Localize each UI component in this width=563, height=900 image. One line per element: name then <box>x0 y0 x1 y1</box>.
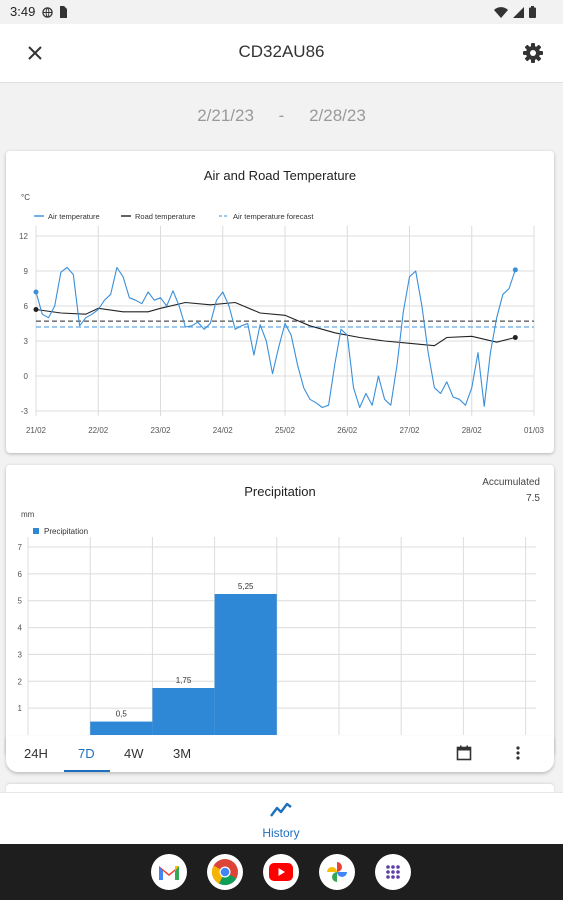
active-tab-indicator <box>64 770 110 772</box>
temp-y-tick-label: 0 <box>24 372 29 381</box>
accumulated-block: Accumulated 7.5 <box>482 475 540 507</box>
temp-y-tick-label: -3 <box>21 407 29 416</box>
chrome-icon <box>211 859 238 886</box>
precipitation-bar-label: 5,25 <box>238 582 254 591</box>
temp-x-tick-label: 28/02 <box>462 426 483 435</box>
prec-legend-label: Precipitation <box>44 527 88 536</box>
prec-legend-swatch <box>33 528 39 534</box>
youtube-icon <box>269 863 293 881</box>
app-drawer[interactable] <box>375 854 411 890</box>
precipitation-chart-title: Precipitation <box>244 484 316 499</box>
accumulated-label: Accumulated <box>482 477 540 488</box>
road-temperature-end-point <box>512 335 518 340</box>
prec-y-tick-label: 2 <box>18 677 23 686</box>
more-options-button[interactable] <box>514 745 522 766</box>
temp-y-tick-label: 12 <box>19 232 28 241</box>
prec-y-tick-label: 4 <box>18 624 23 633</box>
youtube-app[interactable] <box>263 854 299 890</box>
temp-x-tick-label: 22/02 <box>88 426 109 435</box>
app-drawer-icon <box>386 865 400 879</box>
nav-history[interactable]: History <box>255 799 307 840</box>
sim-icon <box>58 5 69 18</box>
precipitation-bar <box>152 688 215 735</box>
prec-y-tick-label: 3 <box>18 650 23 659</box>
precipitation-unit: mm <box>21 510 35 519</box>
precipitation-bar <box>90 721 153 735</box>
page-title: CD32AU86 <box>238 42 325 61</box>
temperature-legend: Air temperature Road temperature Air tempe… <box>34 212 314 221</box>
prec-y-tick-label: 7 <box>18 543 23 552</box>
photos-icon <box>327 862 347 882</box>
gmail-app[interactable] <box>151 854 187 890</box>
temp-x-tick-label: 01/03 <box>524 426 545 435</box>
temp-y-tick-label: 6 <box>24 302 29 311</box>
road-temperature-start-point <box>33 307 39 312</box>
temp-x-tick-label: 21/02 <box>26 426 47 435</box>
temperature-chart-title: Air and Road Temperature <box>203 168 357 183</box>
temp-legend-label: Air temperature forecast <box>233 212 314 221</box>
photos-app[interactable] <box>319 854 355 890</box>
tab-24h[interactable]: 24H <box>24 746 48 761</box>
end-date[interactable]: 2/28/23 <box>309 106 366 125</box>
accumulated-value: 7.5 <box>526 493 540 504</box>
app-dock <box>0 844 563 900</box>
gmail-icon <box>159 866 179 880</box>
status-time: 3:49 <box>10 4 36 19</box>
prec-y-tick-label: 6 <box>18 570 23 579</box>
close-icon <box>28 46 42 60</box>
chrome-app[interactable] <box>207 854 243 890</box>
air-temperature-end-point <box>512 267 518 273</box>
close-button[interactable] <box>20 38 50 68</box>
precipitation-legend: Precipitation <box>33 527 88 536</box>
precipitation-bar-label: 1,75 <box>176 676 192 685</box>
temperature-unit: °C <box>21 193 30 202</box>
more-vert-icon <box>516 746 520 760</box>
tab-3m[interactable]: 3M <box>173 746 192 761</box>
temp-x-tick-label: 27/02 <box>399 426 420 435</box>
signal-icon <box>513 5 524 18</box>
precipitation-chart: mm Precipitation 7 6 5 4 3 2 1 0,5 1,75 5,25 <box>18 510 536 735</box>
tab-4w[interactable]: 4W <box>124 746 144 761</box>
road-temperature-line <box>35 301 516 347</box>
date-range[interactable]: 2/21/23 - 2/28/23 <box>0 106 563 126</box>
settings-button[interactable] <box>518 38 548 68</box>
temperature-card: Air and Road Temperature °C Air temperat… <box>6 151 554 453</box>
next-card-peek <box>6 784 554 794</box>
calendar-icon <box>456 745 472 761</box>
temp-y-tick-label: 9 <box>24 267 29 276</box>
vpn-icon <box>42 5 53 18</box>
history-chart-icon <box>270 802 292 817</box>
temp-legend-label: Road temperature <box>135 212 195 221</box>
temp-x-tick-label: 25/02 <box>275 426 296 435</box>
temp-y-tick-label: 3 <box>24 337 29 346</box>
precipitation-card: Precipitation Accumulated 7.5 mm Precipi… <box>6 465 554 755</box>
nav-history-label: History <box>262 826 300 840</box>
temperature-chart: °C Air temperature Road temperature Air te… <box>19 193 545 435</box>
calendar-button[interactable] <box>456 745 472 766</box>
tab-7d[interactable]: 7D <box>78 746 95 761</box>
air-temperature-line <box>35 266 516 409</box>
bottom-navigation: History <box>0 792 563 845</box>
battery-icon <box>529 5 537 18</box>
date-separator: - <box>278 106 285 125</box>
temp-x-tick-label: 26/02 <box>337 426 358 435</box>
wifi-icon <box>494 5 508 19</box>
precipitation-bar <box>214 594 277 735</box>
start-date[interactable]: 2/21/23 <box>197 106 254 125</box>
gear-icon <box>523 43 543 63</box>
temp-x-tick-label: 23/02 <box>150 426 171 435</box>
precipitation-bar-label: 0,5 <box>116 710 128 719</box>
temp-x-tick-label: 24/02 <box>213 426 234 435</box>
prec-y-tick-label: 5 <box>18 597 23 606</box>
prec-y-tick-label: 1 <box>18 704 23 713</box>
range-tabs: 24H 7D 4W 3M <box>6 736 554 772</box>
app-bar: CD32AU86 <box>0 24 563 83</box>
status-bar: 3:49 <box>0 0 563 24</box>
air-temperature-start-point <box>33 289 39 295</box>
temp-legend-label: Air temperature <box>48 212 100 221</box>
